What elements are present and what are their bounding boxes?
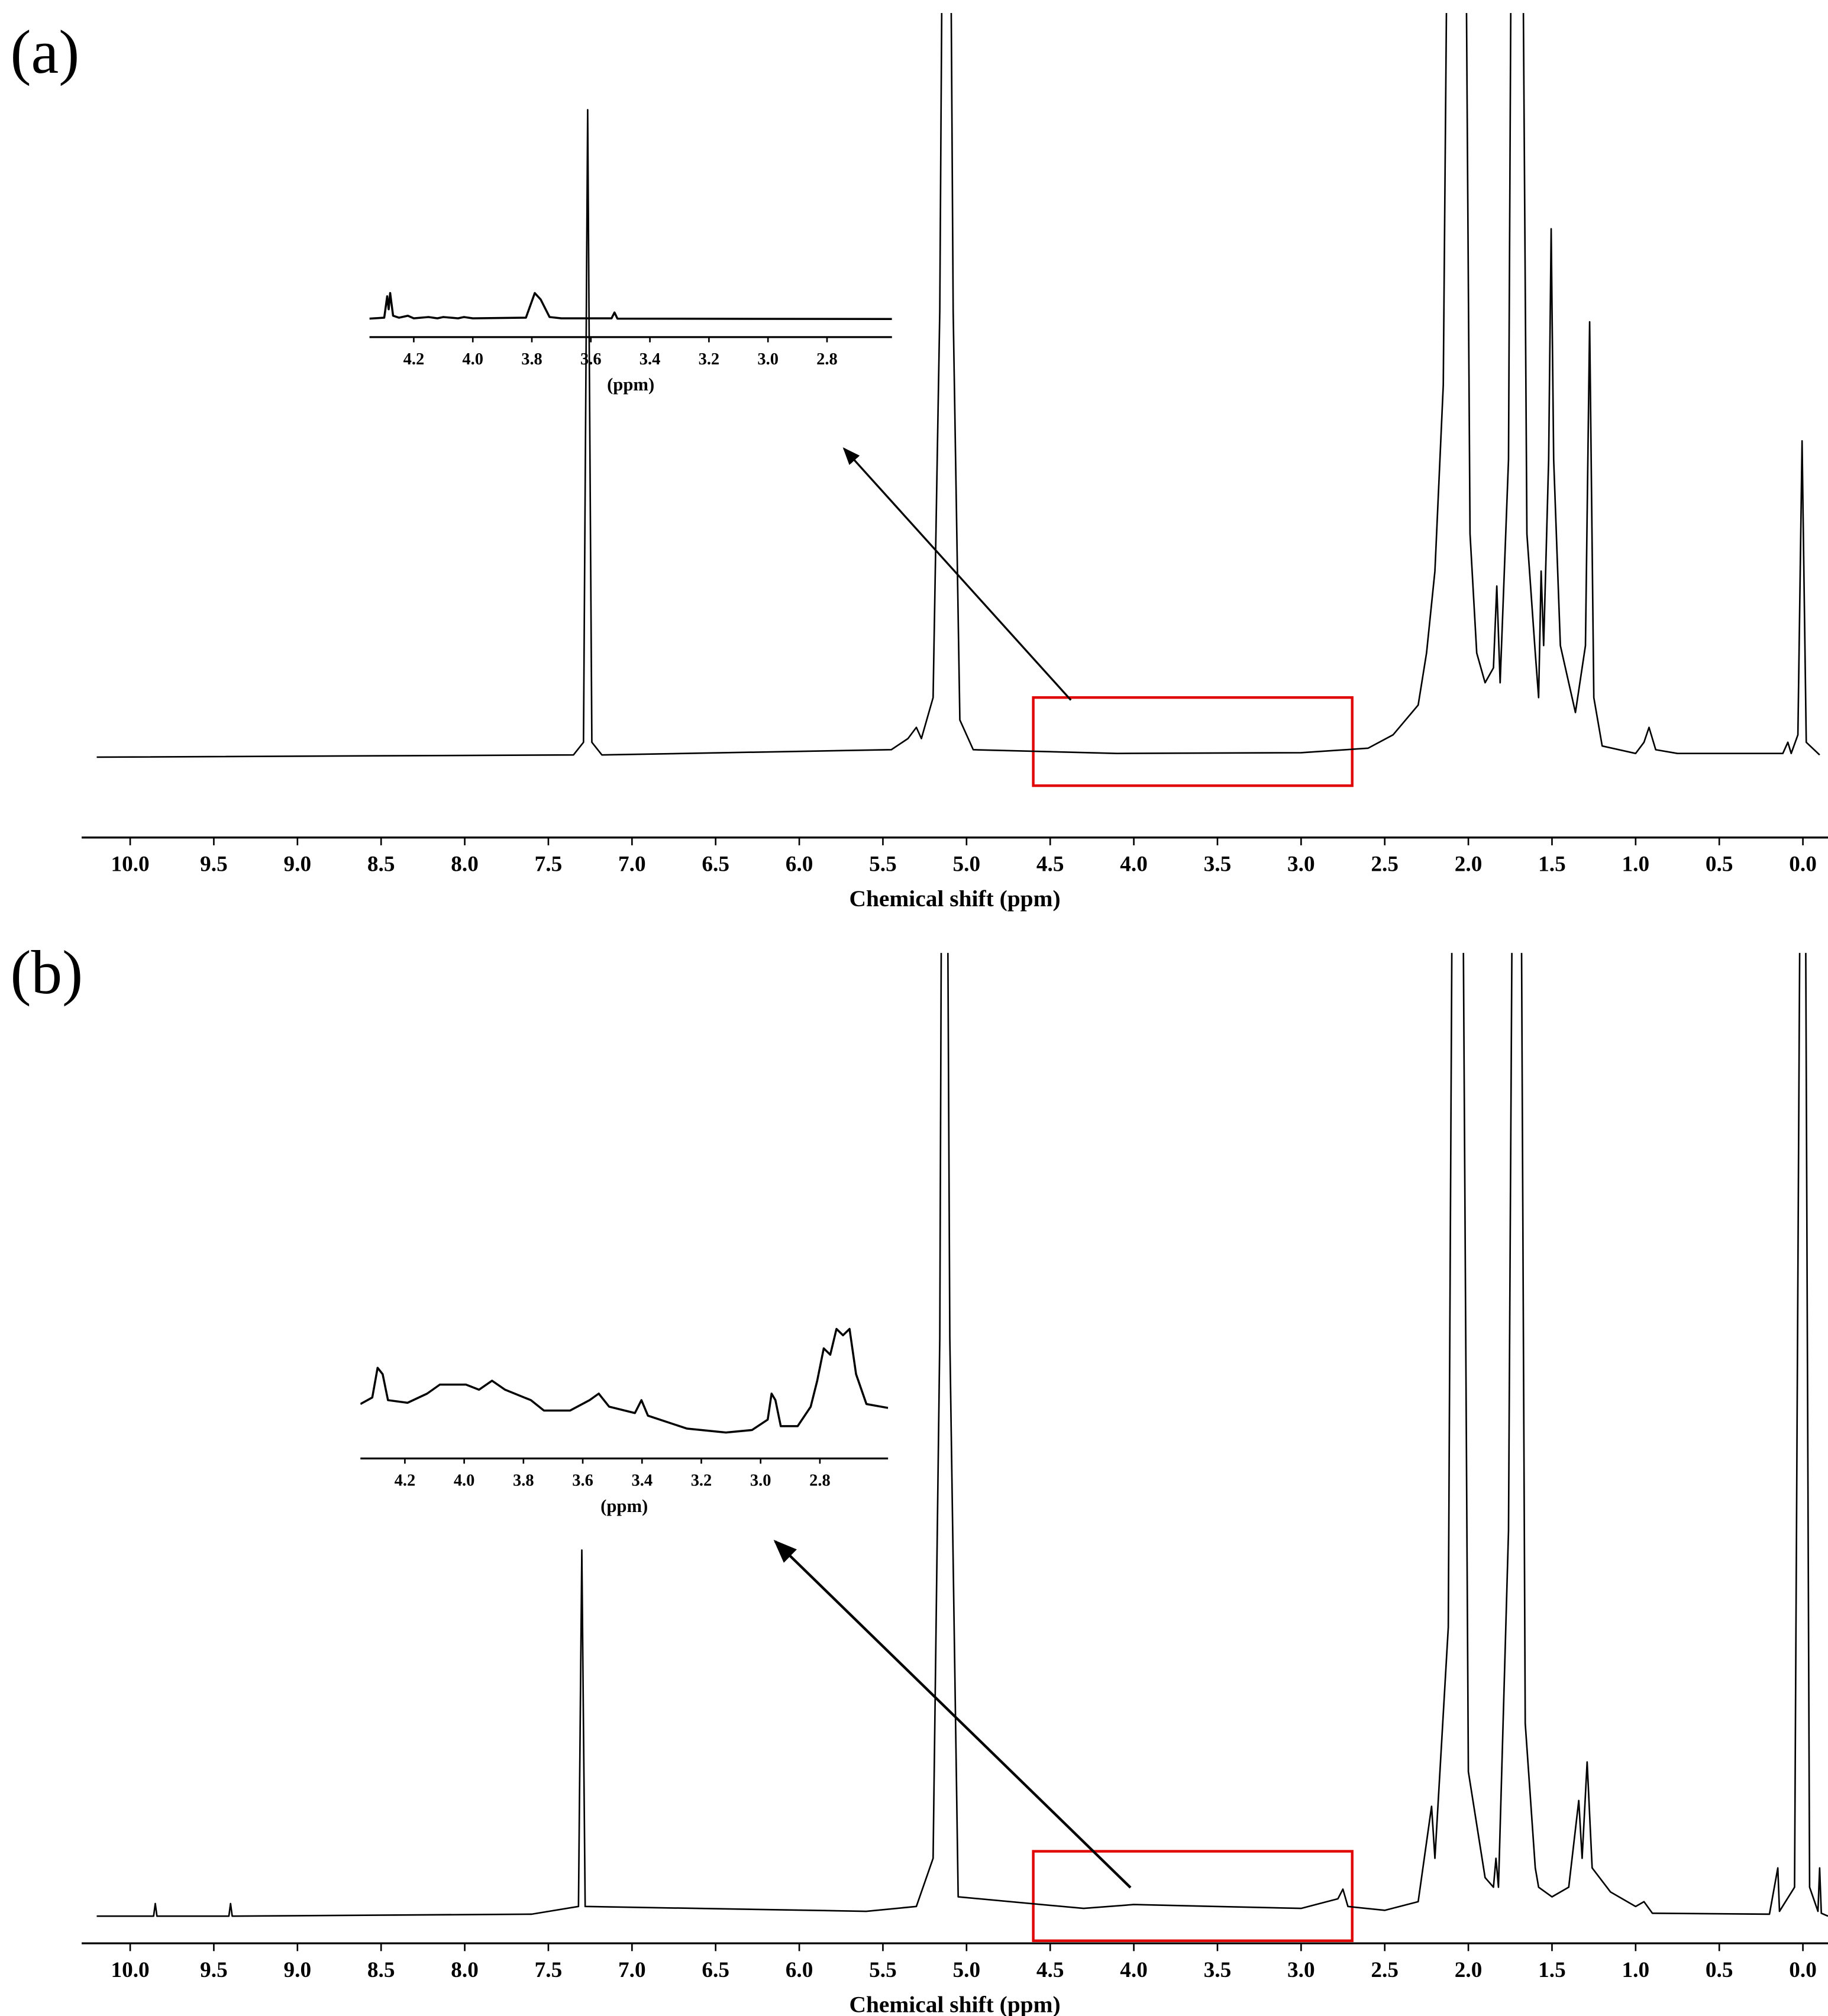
x-tick-label: 3.4 bbox=[631, 1472, 653, 1490]
x-tick-label: 3.2 bbox=[699, 350, 720, 369]
x-tick-label: 4.0 bbox=[454, 1472, 475, 1490]
x-tick-label: 7.5 bbox=[535, 852, 563, 877]
x-tick-label: 7.5 bbox=[535, 1958, 563, 1982]
x-tick-label: 3.5 bbox=[1204, 1958, 1232, 1982]
arrow bbox=[773, 1540, 1132, 1889]
x-tick-label: 2.0 bbox=[1455, 852, 1483, 877]
x-tick-label: 8.5 bbox=[367, 1958, 395, 1982]
x-tick-label: 2.8 bbox=[816, 350, 838, 369]
x-tick-label: 8.5 bbox=[367, 852, 395, 877]
x-tick-label: 1.5 bbox=[1538, 852, 1566, 877]
x-tick-label: 3.5 bbox=[1204, 852, 1232, 877]
x-tick-label: 8.0 bbox=[451, 852, 479, 877]
x-tick-label: 3.2 bbox=[691, 1472, 712, 1490]
x-tick-label: 4.2 bbox=[403, 350, 425, 369]
x-tick-label: 0.5 bbox=[1706, 852, 1733, 877]
x-tick-label: 5.5 bbox=[869, 852, 897, 877]
x-tick-label: 3.8 bbox=[521, 350, 542, 369]
x-tick-label: 3.0 bbox=[757, 350, 779, 369]
x-tick-label: 0.5 bbox=[1706, 1958, 1733, 1982]
spectrum-line bbox=[369, 292, 892, 320]
x-tick-label: 3.6 bbox=[572, 1472, 593, 1490]
x-tick-label: 4.0 bbox=[462, 350, 483, 369]
x-tick-label: 3.0 bbox=[1287, 1958, 1315, 1982]
x-tick-label: 7.0 bbox=[618, 1958, 646, 1982]
x-tick-label: 3.4 bbox=[640, 350, 661, 369]
x-tick-label: 10.0 bbox=[111, 852, 149, 877]
x-axis-label: (ppm) bbox=[607, 374, 654, 395]
x-tick-label: 3.6 bbox=[580, 350, 602, 369]
x-tick-label: 2.0 bbox=[1455, 1958, 1483, 1982]
spectrum-line bbox=[360, 1327, 889, 1434]
x-tick-label: 3.0 bbox=[1287, 852, 1315, 877]
x-tick-label: 0.0 bbox=[1789, 1958, 1817, 1982]
x-tick-label: 9.5 bbox=[200, 852, 228, 877]
x-tick-label: 4.0 bbox=[1120, 1958, 1148, 1982]
panel-label: (a) bbox=[11, 17, 80, 86]
x-axis-label: Chemical shift (ppm) bbox=[849, 886, 1060, 912]
x-tick-label: 9.0 bbox=[284, 1958, 312, 1982]
x-tick-label: 6.0 bbox=[786, 852, 813, 877]
x-tick-label: 1.0 bbox=[1622, 852, 1650, 877]
spectrum-line bbox=[96, 952, 1828, 1917]
x-tick-label: 6.0 bbox=[786, 1958, 813, 1982]
x-tick-label: 9.5 bbox=[200, 1958, 228, 1982]
x-axis-label: Chemical shift (ppm) bbox=[849, 1992, 1060, 2016]
x-tick-label: 8.0 bbox=[451, 1958, 479, 1982]
x-tick-label: 7.0 bbox=[618, 852, 646, 877]
x-tick-label: 1.0 bbox=[1622, 1958, 1650, 1982]
x-tick-label: 2.8 bbox=[809, 1472, 831, 1490]
x-tick-label: 9.0 bbox=[284, 852, 312, 877]
x-tick-label: 2.5 bbox=[1371, 852, 1399, 877]
highlight-box bbox=[1032, 1850, 1354, 1942]
x-tick-label: 5.5 bbox=[869, 1958, 897, 1982]
x-tick-label: 1.5 bbox=[1538, 1958, 1566, 1982]
x-tick-label: 6.5 bbox=[702, 852, 729, 877]
x-axis-label: (ppm) bbox=[600, 1496, 648, 1516]
x-tick-label: 4.0 bbox=[1120, 852, 1148, 877]
x-tick-label: 0.0 bbox=[1789, 852, 1817, 877]
x-tick-label: 2.5 bbox=[1371, 1958, 1399, 1982]
x-tick-label: 4.5 bbox=[1036, 1958, 1064, 1982]
x-tick-label: 3.0 bbox=[750, 1472, 771, 1490]
x-tick-label: 5.0 bbox=[953, 1958, 981, 1982]
spectrum-line bbox=[96, 13, 1820, 758]
panel-label: (b) bbox=[11, 938, 83, 1007]
x-tick-label: 10.0 bbox=[111, 1958, 149, 1982]
x-tick-label: 4.2 bbox=[395, 1472, 416, 1490]
highlight-box bbox=[1032, 696, 1354, 787]
x-tick-label: 3.8 bbox=[513, 1472, 534, 1490]
x-tick-label: 6.5 bbox=[702, 1958, 729, 1982]
x-tick-label: 5.0 bbox=[953, 852, 981, 877]
x-tick-label: 4.5 bbox=[1036, 852, 1064, 877]
